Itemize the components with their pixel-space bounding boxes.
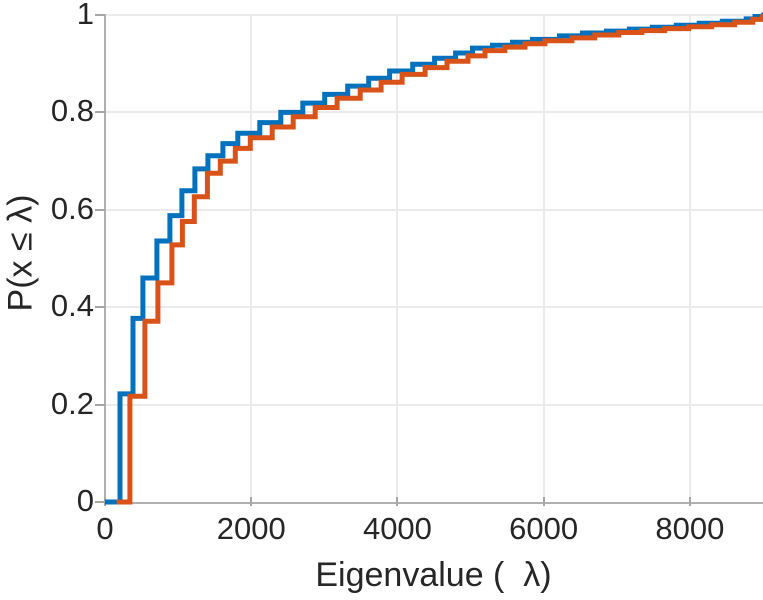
x-tick-mark: [688, 497, 691, 506]
x-tick-label: 8000: [655, 511, 725, 546]
x-tick-mark: [542, 497, 545, 506]
x-tick-label: 6000: [509, 511, 579, 546]
y-tick-mark: [95, 14, 105, 16]
y-axis-label: P(x ≤ λ): [1, 194, 40, 312]
y-gridline: [106, 14, 763, 16]
x-tick-label: 2000: [216, 511, 286, 546]
plot-area: [104, 14, 763, 504]
y-tick-label: 0.6: [50, 190, 94, 226]
y-tick-mark: [95, 501, 105, 503]
x-tick-mark: [396, 497, 399, 506]
x-axis-label: Eigenvalue ( λ): [315, 556, 552, 594]
x-gridline: [542, 14, 545, 502]
x-gridline: [688, 14, 691, 502]
x-gridline: [250, 14, 253, 502]
y-gridline: [106, 208, 763, 211]
y-tick-label: 0: [76, 483, 94, 519]
x-tick-label: 0: [96, 511, 114, 546]
y-tick-label: 0.8: [50, 93, 94, 129]
y-gridline: [106, 111, 763, 114]
y-gridline: [106, 403, 763, 406]
y-tick-label: 1: [76, 0, 94, 32]
x-tick-label: 4000: [362, 511, 432, 546]
y-tick-mark: [95, 306, 105, 309]
x-gridline: [396, 14, 399, 502]
y-tick-mark: [95, 403, 105, 406]
y-tick-mark: [95, 208, 105, 211]
y-tick-label: 0.4: [50, 288, 94, 324]
y-tick-label: 0.2: [50, 385, 94, 421]
x-tick-mark: [250, 497, 253, 506]
y-tick-mark: [95, 111, 105, 114]
y-gridline: [106, 306, 763, 309]
